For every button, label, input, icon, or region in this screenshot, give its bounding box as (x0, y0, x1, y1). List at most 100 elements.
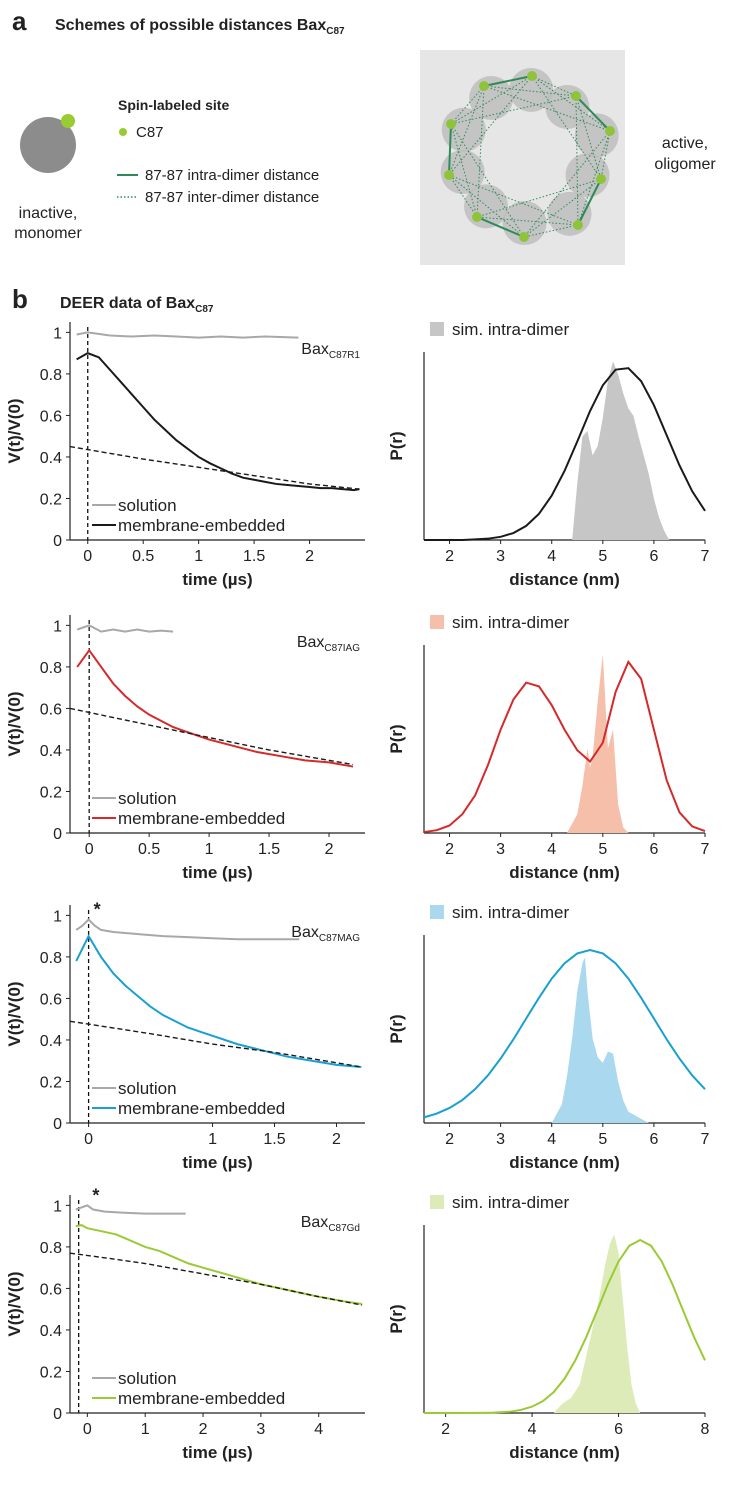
spin-label (519, 232, 529, 242)
x-tick-label: 0.5 (138, 841, 160, 858)
inter-dimer-line (450, 123, 525, 238)
y-axis-title: V(t)/V(0) (5, 691, 24, 756)
inter-dimer-line (476, 178, 602, 218)
annotation-subscript: C87MAG (319, 933, 360, 944)
x-tick-label: 1.5 (258, 841, 280, 858)
x-tick-label: 3 (496, 1131, 505, 1148)
inter-dimer-line (483, 85, 611, 132)
x-tick-label: 7 (701, 1131, 710, 1148)
monomer-label: monomer (14, 225, 82, 242)
inter-dimer-line (531, 75, 577, 97)
monomer (20, 117, 76, 173)
x-axis-title: distance (nm) (509, 863, 620, 882)
panel-title: DEER data of BaxC87 (60, 295, 214, 315)
protomer (547, 191, 592, 236)
x-tick-label: 0 (85, 841, 94, 858)
x-tick-label: 3 (496, 548, 505, 565)
y-axis-title: V(t)/V(0) (5, 398, 24, 463)
line (424, 1238, 706, 1414)
x-tick-label: 4 (547, 1131, 556, 1148)
inter-dimer-line (575, 95, 602, 180)
inter-dimer-line (450, 95, 577, 125)
protomer (574, 113, 619, 158)
inter-dimer-line (448, 75, 533, 176)
legend-swatch (430, 1195, 444, 1209)
intra-dimer-line (476, 216, 525, 238)
annotation-text: Bax (297, 634, 325, 651)
x-tick-label: 8 (701, 1421, 710, 1438)
y-tick-label: 0.6 (40, 1281, 62, 1298)
spin-label (446, 119, 456, 129)
panel-label: a (12, 6, 27, 36)
x-tick-label: 5 (598, 1131, 607, 1148)
y-tick-label: 0.4 (40, 1323, 62, 1340)
peak-label: * (94, 900, 101, 920)
legend-label: solution (118, 1369, 177, 1388)
x-tick-label: 1.5 (243, 548, 265, 565)
y-tick-label: 0.8 (40, 950, 62, 967)
x-axis-title: time (µs) (182, 863, 252, 882)
line (76, 624, 174, 633)
y-tick-label: 0 (53, 533, 62, 550)
annotation-subscript: C87R1 (329, 350, 361, 361)
x-axis-title: time (µs) (182, 570, 252, 589)
x-tick-label: 2 (199, 1421, 208, 1438)
x-tick-label: 0.5 (132, 548, 154, 565)
y-tick-label: 0.2 (40, 1074, 62, 1091)
intra-dimer-line (448, 123, 452, 176)
legend-label: solution (118, 789, 177, 808)
background-fit (69, 445, 360, 490)
y-tick-label: 0.8 (40, 660, 62, 677)
y-tick-label: 0.2 (40, 491, 62, 508)
legend-label: solution (118, 496, 177, 515)
x-tick-label: 2 (325, 841, 334, 858)
annotation: BaxC87IAG (297, 634, 360, 654)
title-subscript: C87 (195, 304, 214, 315)
x-tick-label: 4 (547, 548, 556, 565)
line (75, 1224, 363, 1305)
oligomer-label: oligomer (654, 156, 716, 173)
y-tick-label: 0.8 (40, 1240, 62, 1257)
y-tick-label: 0.6 (40, 408, 62, 425)
monomer-label: inactive, (19, 205, 78, 222)
x-tick-label: 7 (701, 548, 710, 565)
legend-text: 87-87 inter-dimer distance (145, 189, 319, 206)
x-tick-label: 3 (256, 1421, 265, 1438)
legend-title: Spin-labeled site (118, 97, 229, 113)
legend-label: sim. intra-dimer (452, 1193, 569, 1212)
x-tick-label: 2 (445, 841, 454, 858)
inter-dimer-line (448, 174, 525, 238)
spin-label (596, 174, 606, 184)
x-tick-label: 1.5 (263, 1131, 285, 1148)
x-tick-label: 1 (194, 548, 203, 565)
x-axis-title: distance (nm) (509, 1153, 620, 1172)
line (75, 1204, 186, 1215)
spin-label (571, 91, 581, 101)
x-tick-label: 5 (598, 548, 607, 565)
y-axis-title: P(r) (387, 1304, 406, 1333)
y-tick-label: 1 (53, 618, 62, 635)
intra-dimer-line (483, 75, 533, 87)
inter-dimer-line (523, 224, 579, 238)
spin-label (444, 170, 454, 180)
legend-swatch (430, 322, 444, 336)
x-tick-label: 3 (496, 841, 505, 858)
x-axis-title: time (µs) (182, 1153, 252, 1172)
line (424, 367, 706, 541)
inter-dimer-line (476, 85, 485, 218)
intra-dimer-line (577, 178, 602, 226)
y-axis-title: P(r) (387, 724, 406, 753)
x-tick-label: 2 (441, 1421, 450, 1438)
y-axis-title: V(t)/V(0) (5, 1271, 24, 1336)
line (76, 331, 299, 339)
area (572, 361, 670, 540)
legend-label: membrane-embedded (118, 809, 285, 828)
x-tick-label: 2 (305, 548, 314, 565)
x-tick-label: 2 (445, 1131, 454, 1148)
legend-text: C87 (136, 124, 164, 141)
y-tick-label: 1 (53, 908, 62, 925)
x-tick-label: 2 (332, 1131, 341, 1148)
x-axis-title: distance (nm) (509, 1443, 620, 1462)
y-axis-title: P(r) (387, 1014, 406, 1043)
y-tick-label: 1 (53, 325, 62, 342)
